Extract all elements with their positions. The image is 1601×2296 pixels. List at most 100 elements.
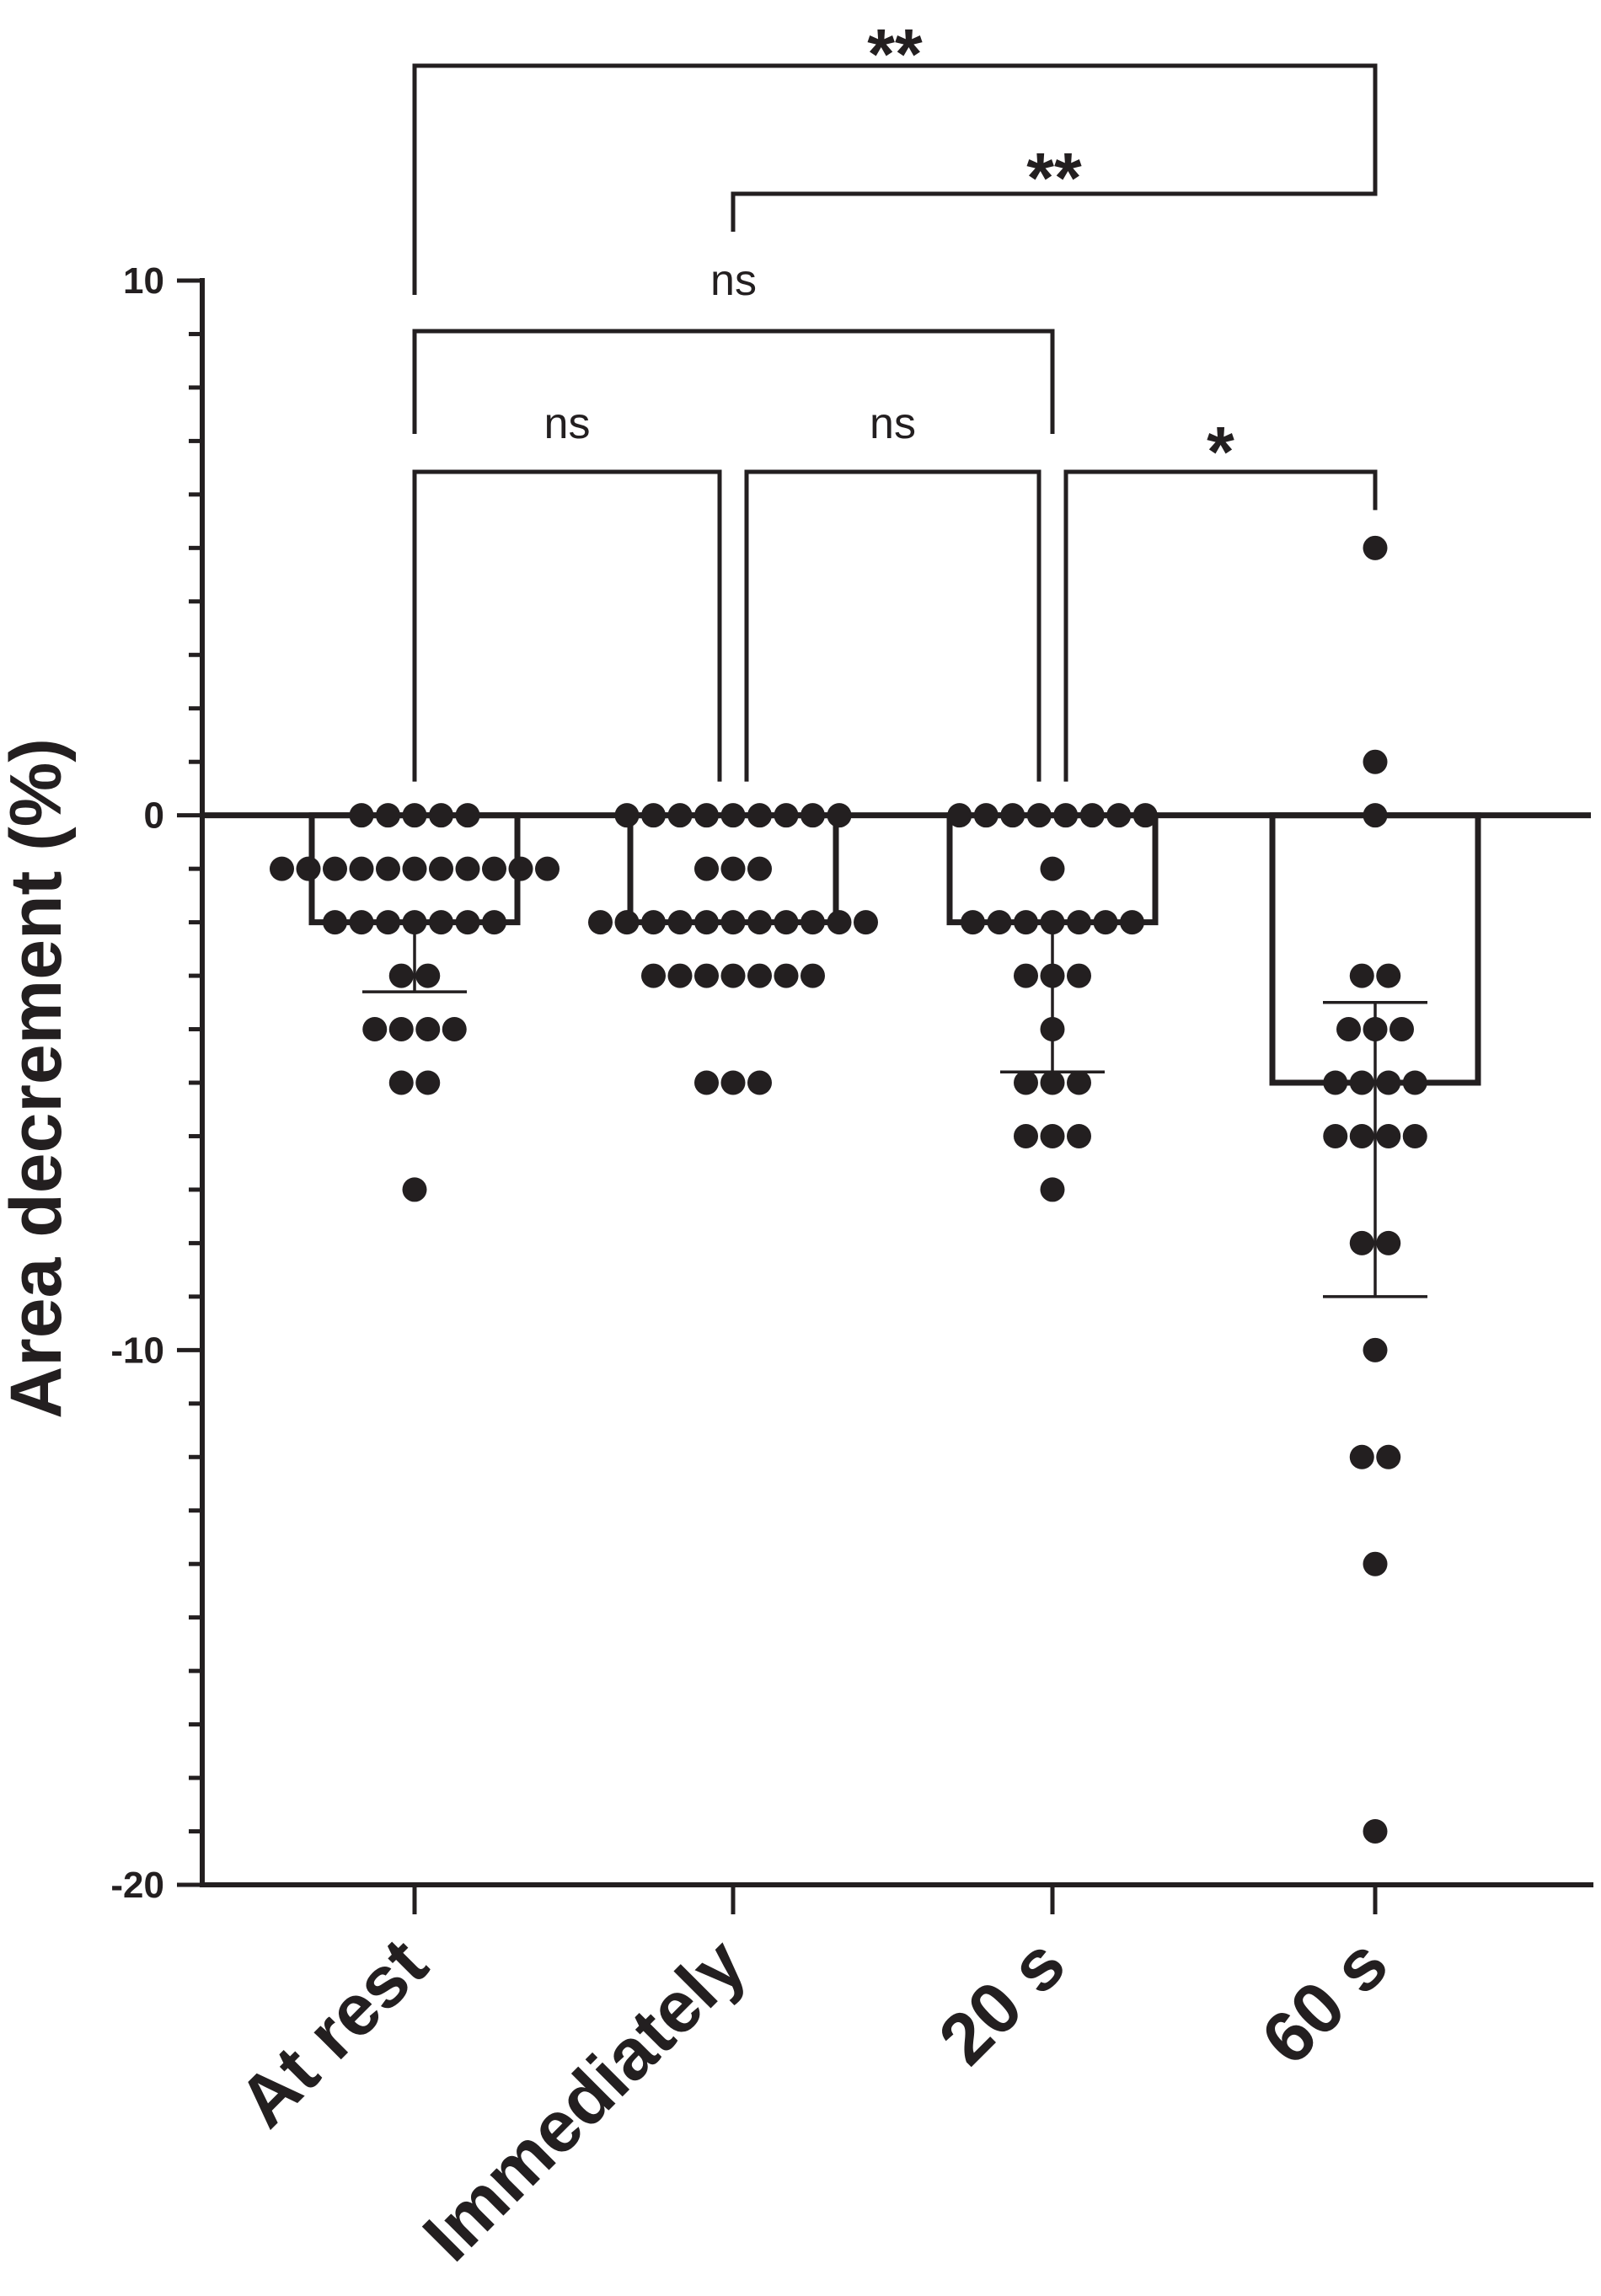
data-point <box>376 910 400 935</box>
data-point <box>1363 1551 1388 1576</box>
x-tick-label: Immediately <box>408 1923 762 2277</box>
data-point <box>455 910 480 935</box>
data-point <box>402 856 427 881</box>
data-point <box>694 910 719 935</box>
data-point <box>1349 963 1374 988</box>
data-point <box>1040 1123 1065 1148</box>
data-point <box>1053 803 1079 828</box>
y-tick-label: -10 <box>110 1330 164 1371</box>
data-point <box>323 910 347 935</box>
data-point <box>987 910 1012 935</box>
data-point <box>429 856 453 881</box>
data-point <box>1349 1444 1374 1469</box>
y-axis: -20 -10 0 10 <box>110 260 205 1906</box>
data-point <box>1336 1017 1361 1042</box>
data-point <box>1402 1123 1427 1148</box>
data-point <box>774 910 799 935</box>
data-point <box>720 1070 746 1095</box>
data-point <box>1000 803 1025 828</box>
data-point <box>747 963 772 988</box>
data-point <box>362 1017 388 1042</box>
data-point <box>1376 1070 1401 1095</box>
data-point <box>1040 1070 1065 1095</box>
x-tick-label: At rest <box>223 1924 443 2143</box>
data-point <box>508 856 533 881</box>
significance-label: ** <box>1026 138 1082 217</box>
data-point <box>1067 1123 1091 1148</box>
data-point <box>402 803 427 828</box>
data-point <box>747 1070 772 1095</box>
significance-brackets: ns ns * ns ** ** <box>412 14 1378 782</box>
data-point <box>667 910 693 935</box>
data-point <box>827 910 852 935</box>
data-point <box>388 1017 414 1042</box>
significance-bracket <box>412 63 1378 295</box>
data-point <box>402 910 427 935</box>
data-point <box>694 1070 719 1095</box>
data-point <box>376 803 400 828</box>
data-point <box>1323 1070 1348 1095</box>
data-point <box>827 803 852 828</box>
data-point <box>1067 963 1091 988</box>
data-points <box>270 535 1427 1844</box>
data-point <box>482 856 506 881</box>
data-point <box>747 803 772 828</box>
data-point <box>1120 910 1144 935</box>
data-point <box>296 856 321 881</box>
data-point <box>1067 910 1091 935</box>
data-point <box>1363 803 1388 828</box>
data-point <box>1363 1337 1388 1362</box>
data-point <box>641 963 666 988</box>
data-point <box>1040 963 1065 988</box>
data-point <box>535 856 560 881</box>
data-point <box>774 803 799 828</box>
data-point <box>1376 1230 1401 1255</box>
data-point <box>854 910 878 935</box>
data-point <box>800 910 825 935</box>
data-point <box>667 963 693 988</box>
data-point <box>1363 535 1388 560</box>
data-point <box>774 963 799 988</box>
data-point <box>1040 1177 1065 1202</box>
data-point <box>720 856 746 881</box>
data-point <box>747 856 772 881</box>
data-point <box>720 910 746 935</box>
data-point <box>641 803 666 828</box>
data-point <box>694 856 719 881</box>
data-point <box>667 803 693 828</box>
data-point <box>1040 910 1065 935</box>
data-point <box>720 803 746 828</box>
data-point <box>1132 803 1158 828</box>
significance-bracket <box>412 469 722 782</box>
data-point <box>1363 1819 1388 1844</box>
data-point <box>429 910 453 935</box>
data-point <box>349 910 374 935</box>
y-tick-label: -20 <box>110 1865 164 1906</box>
data-point <box>614 803 640 828</box>
data-point <box>694 803 719 828</box>
data-point <box>349 803 374 828</box>
y-tick-label: 10 <box>123 260 164 302</box>
data-point <box>1014 910 1038 935</box>
data-point <box>349 856 374 881</box>
data-point <box>482 910 506 935</box>
data-point <box>1402 1070 1427 1095</box>
data-point <box>947 803 972 828</box>
data-point <box>455 856 480 881</box>
data-point <box>1093 910 1118 935</box>
error-bars <box>362 920 1427 1298</box>
data-point <box>694 963 719 988</box>
significance-label: * <box>1207 412 1234 491</box>
data-point <box>1067 1070 1091 1095</box>
bars <box>202 812 1591 1086</box>
data-point <box>429 803 453 828</box>
data-point <box>1026 803 1052 828</box>
data-point <box>720 963 746 988</box>
data-point <box>402 1177 427 1202</box>
data-point <box>376 856 400 881</box>
significance-label: ns <box>544 399 591 448</box>
data-point <box>415 963 441 988</box>
data-point <box>800 963 825 988</box>
